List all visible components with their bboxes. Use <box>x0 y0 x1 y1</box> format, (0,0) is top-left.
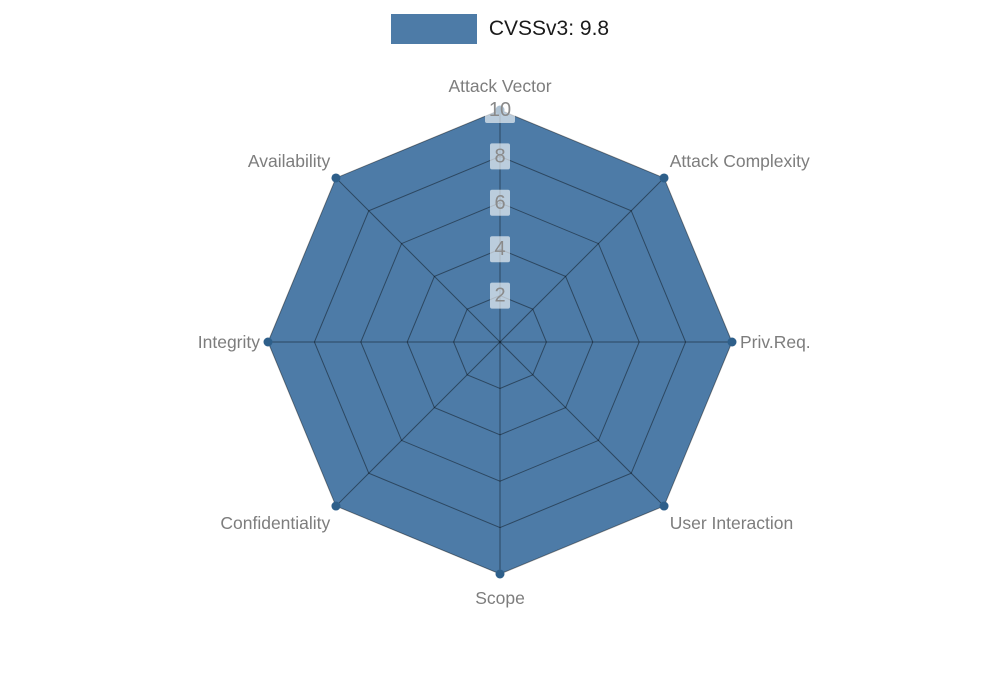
tick-label-bg <box>490 236 510 263</box>
grid-ring <box>406 248 594 436</box>
tick-label-bg <box>490 282 510 309</box>
legend-swatch[interactable] <box>390 14 477 44</box>
grid-ring <box>360 202 640 482</box>
axis-label-confidentiality: Confidentiality <box>220 513 330 533</box>
tick-label: 10 <box>489 99 511 121</box>
axis-label-attack-complexity: Attack Complexity <box>670 151 810 171</box>
tick-label: 2 <box>494 285 505 307</box>
series-point-confidentiality <box>331 501 341 511</box>
tick-label-bg <box>490 189 510 216</box>
axis-label-user-interaction: User Interaction <box>670 513 794 533</box>
series-point-availability <box>331 173 341 183</box>
tick-label: 4 <box>494 238 505 260</box>
axis-line-user-interaction <box>499 341 665 507</box>
axis-label-availability: Availability <box>248 151 331 171</box>
series-point-attack-complexity <box>659 173 669 183</box>
grid-ring <box>313 155 687 529</box>
tick-label-bg <box>485 97 515 123</box>
tick-label: 8 <box>494 145 505 167</box>
axis-line-confidentiality <box>335 341 501 507</box>
axis-line-attack-complexity <box>499 177 665 343</box>
axis-label-integrity: Integrity <box>198 332 260 352</box>
axis-label-attack-vector: Attack Vector <box>448 76 551 96</box>
series-point-priv-req <box>727 337 737 347</box>
legend-item-cvssv3[interactable]: CVSSv3: 9.8 <box>0 14 1000 44</box>
axis-line-availability <box>335 177 501 343</box>
grid-ring <box>453 295 547 389</box>
axis-label-priv-req: Priv.Req. <box>740 332 811 352</box>
series-point-scope <box>495 569 505 579</box>
series-area <box>268 110 732 574</box>
series-point-integrity <box>263 337 273 347</box>
tick-label: 6 <box>494 192 505 214</box>
axis-label-scope: Scope <box>475 588 525 608</box>
tick-label-bg <box>490 143 510 170</box>
series-point-user-interaction <box>659 501 669 511</box>
legend-label[interactable]: CVSSv3: 9.8 <box>488 17 610 40</box>
